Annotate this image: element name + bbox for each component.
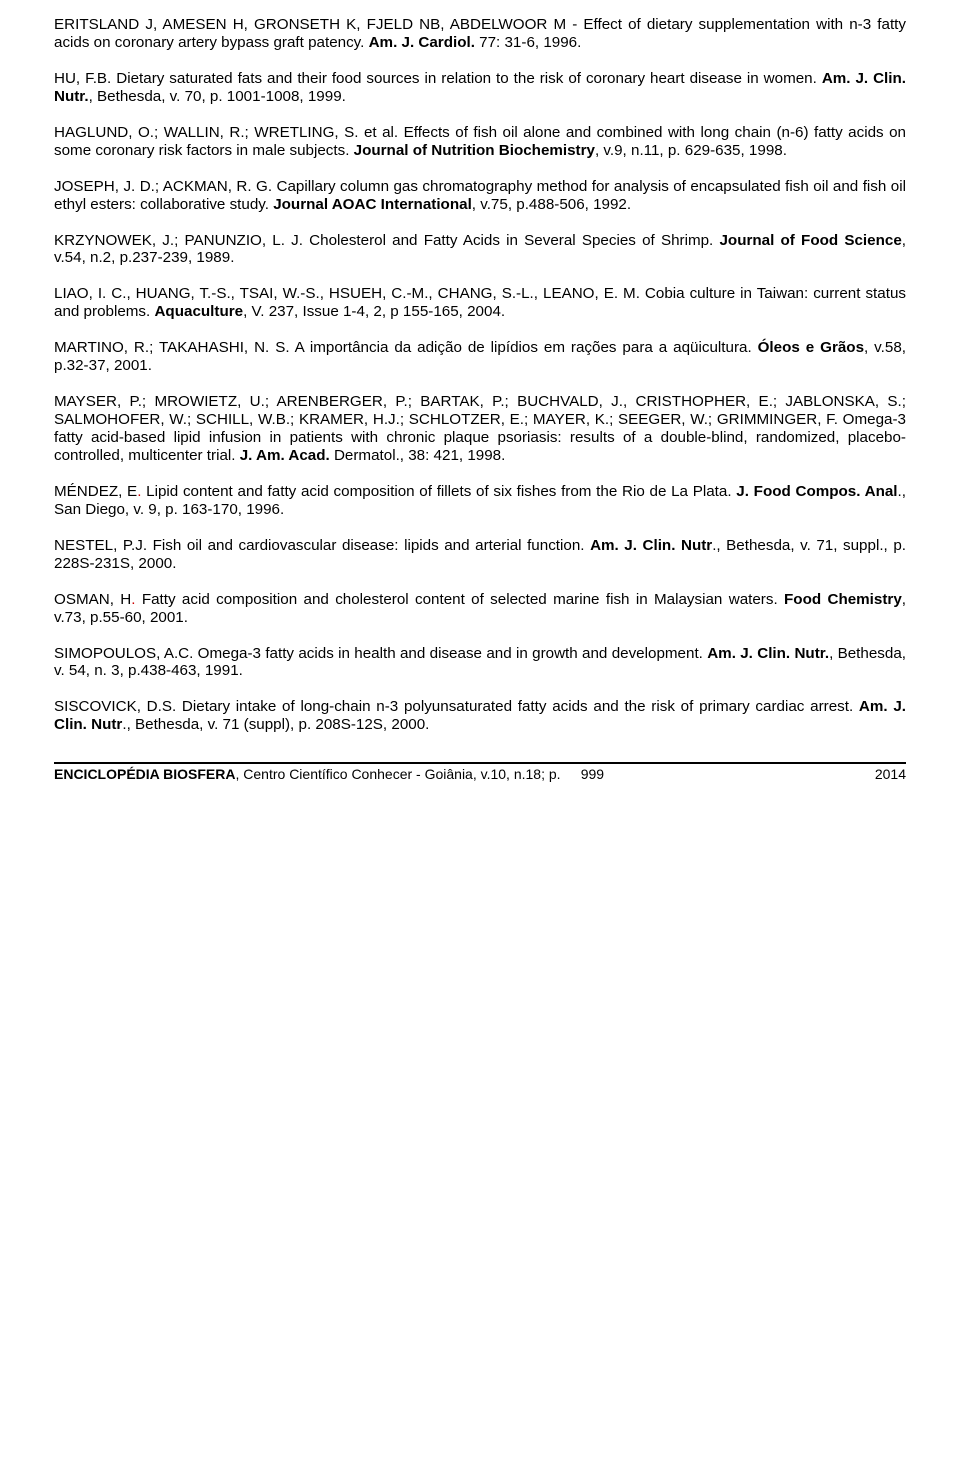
reference-entry: HAGLUND, O.; WALLIN, R.; WRETLING, S. et… bbox=[54, 124, 906, 160]
reference-entry: MAYSER, P.; MROWIETZ, U.; ARENBERGER, P.… bbox=[54, 393, 906, 465]
page-footer: ENCICLOPÉDIA BIOSFERA, Centro Científico… bbox=[54, 762, 906, 783]
footer-page: 999 bbox=[564, 766, 620, 783]
reference-entry: KRZYNOWEK, J.; PANUNZIO, L. J. Cholester… bbox=[54, 232, 906, 268]
footer-publisher: , Centro Científico Conhecer - Goiânia, … bbox=[236, 766, 565, 782]
references-list: ERITSLAND J, AMESEN H, GRONSETH K, FJELD… bbox=[54, 16, 906, 734]
reference-entry: JOSEPH, J. D.; ACKMAN, R. G. Capillary c… bbox=[54, 178, 906, 214]
reference-entry: SISCOVICK, D.S. Dietary intake of long-c… bbox=[54, 698, 906, 734]
reference-entry: SIMOPOULOS, A.C. Omega-3 fatty acids in … bbox=[54, 645, 906, 681]
footer-year: 2014 bbox=[875, 766, 906, 783]
reference-entry: OSMAN, H. Fatty acid composition and cho… bbox=[54, 591, 906, 627]
reference-entry: MARTINO, R.; TAKAHASHI, N. S. A importân… bbox=[54, 339, 906, 375]
page-content: ERITSLAND J, AMESEN H, GRONSETH K, FJELD… bbox=[0, 0, 960, 783]
reference-entry: LIAO, I. C., HUANG, T.-S., TSAI, W.-S., … bbox=[54, 285, 906, 321]
footer-journal: ENCICLOPÉDIA BIOSFERA bbox=[54, 766, 236, 782]
reference-entry: NESTEL, P.J. Fish oil and cardiovascular… bbox=[54, 537, 906, 573]
reference-entry: ERITSLAND J, AMESEN H, GRONSETH K, FJELD… bbox=[54, 16, 906, 52]
reference-entry: HU, F.B. Dietary saturated fats and thei… bbox=[54, 70, 906, 106]
reference-entry: MÉNDEZ, E. Lipid content and fatty acid … bbox=[54, 483, 906, 519]
